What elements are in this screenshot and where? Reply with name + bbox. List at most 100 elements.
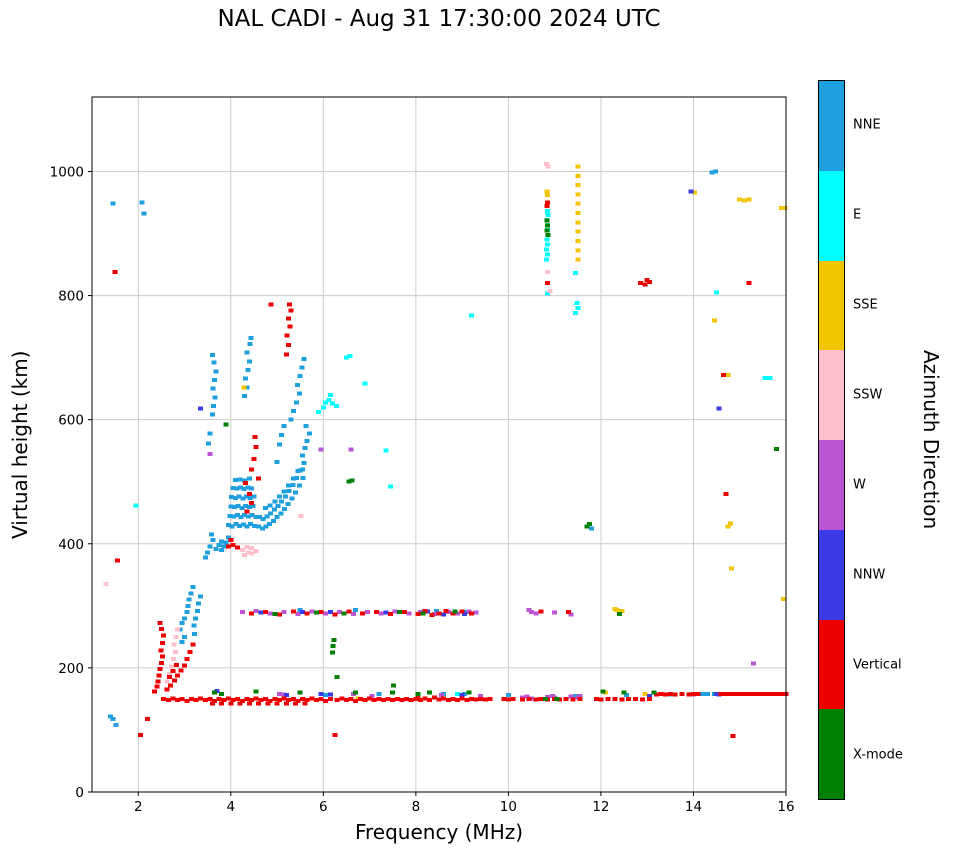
scatter-point-Vertical bbox=[626, 696, 632, 701]
scatter-point-NNE bbox=[249, 513, 255, 518]
scatter-point-NNE bbox=[113, 722, 119, 727]
scatter-point-E bbox=[767, 376, 773, 381]
scatter-point-NNE bbox=[210, 538, 216, 543]
scatter-point-X-mode bbox=[542, 696, 548, 701]
scatter-point-Vertical bbox=[175, 673, 181, 678]
scatter-point-Vertical bbox=[612, 696, 618, 701]
scatter-point-Vertical bbox=[286, 316, 292, 321]
scatter-point-NNE bbox=[212, 395, 218, 400]
scatter-point-W bbox=[267, 611, 273, 616]
scatter-point-NNW bbox=[283, 693, 289, 698]
scatter-point-NNE bbox=[108, 714, 114, 719]
scatter-point-Vertical bbox=[239, 698, 245, 703]
scatter-point-SSW bbox=[249, 551, 255, 556]
scatter-point-Vertical bbox=[667, 691, 673, 696]
scatter-point-NNE bbox=[275, 503, 281, 508]
scatter-point-Vertical bbox=[415, 611, 421, 616]
scatter-point-Vertical bbox=[642, 282, 648, 287]
scatter-point-NNE bbox=[271, 507, 277, 512]
scatter-point-Vertical bbox=[165, 698, 171, 703]
scatter-point-Vertical bbox=[422, 696, 428, 701]
scatter-point-NNE bbox=[623, 693, 629, 698]
scatter-point-Vertical bbox=[235, 696, 241, 701]
scatter-point-W bbox=[577, 693, 583, 698]
scatter-point-X-mode bbox=[331, 637, 337, 642]
y-tick-label: 200 bbox=[58, 661, 84, 677]
scatter-point-Vertical bbox=[182, 663, 188, 668]
scatter-point-E bbox=[545, 291, 551, 296]
scatter-point-Vertical bbox=[769, 691, 775, 696]
colorbar-segment-NNW bbox=[819, 529, 844, 620]
scatter-point-Vertical bbox=[415, 695, 421, 700]
scatter-point-NNE bbox=[270, 518, 276, 523]
scatter-point-Vertical bbox=[436, 697, 442, 702]
chart-title: NAL CADI - Aug 31 17:30:00 2024 UTC bbox=[217, 6, 661, 32]
y-tick-label: 800 bbox=[58, 289, 84, 305]
scatter-point-Vertical bbox=[721, 373, 727, 377]
scatter-point-E bbox=[762, 376, 768, 381]
scatter-point-NNW bbox=[327, 610, 333, 615]
scatter-point-NNE bbox=[279, 433, 285, 438]
scatter-point-NNE bbox=[194, 608, 200, 613]
scatter-point-X-mode bbox=[415, 691, 421, 696]
scatter-point-NNE bbox=[244, 494, 250, 499]
scatter-point-W bbox=[348, 447, 354, 452]
scatter-point-Vertical bbox=[276, 698, 282, 703]
scatter-point-Vertical bbox=[327, 696, 333, 701]
scatter-point-Vertical bbox=[249, 500, 255, 505]
scatter-point-NNE bbox=[300, 453, 306, 458]
scatter-point-NNW bbox=[647, 693, 653, 698]
scatter-point-Vertical bbox=[154, 684, 160, 689]
scatter-point-Vertical bbox=[544, 281, 550, 286]
colorbar-segment-NNE bbox=[819, 81, 844, 171]
scatter-point-NNE bbox=[186, 597, 192, 602]
scatter-point-Vertical bbox=[225, 544, 231, 549]
scatter-point-NNE bbox=[192, 631, 198, 636]
scatter-point-Vertical bbox=[219, 701, 225, 706]
scatter-point-Vertical bbox=[360, 611, 366, 616]
scatter-point-NNE bbox=[206, 441, 212, 446]
scatter-point-Vertical bbox=[295, 698, 301, 703]
scatter-point-Vertical bbox=[478, 696, 484, 701]
scatter-point-NNE bbox=[704, 691, 710, 696]
scatter-point-Vertical bbox=[727, 691, 733, 696]
scatter-point-W bbox=[295, 611, 301, 616]
scatter-point-X-mode bbox=[452, 609, 458, 614]
scatter-point-Vertical bbox=[302, 701, 308, 706]
scatter-point-NNE bbox=[251, 523, 257, 528]
scatter-point-SSW bbox=[242, 552, 248, 557]
scatter-point-E bbox=[544, 252, 550, 257]
scatter-point-Vertical bbox=[216, 696, 222, 701]
scatter-point-SSE bbox=[781, 597, 787, 602]
x-tick-label: 16 bbox=[777, 799, 794, 815]
scatter-point-Vertical bbox=[468, 696, 474, 701]
scatter-point-Vertical bbox=[164, 687, 170, 692]
scatter-point-Vertical bbox=[633, 696, 639, 701]
scatter-point-NNE bbox=[245, 485, 251, 490]
colorbar-segment-SSE bbox=[819, 260, 844, 351]
scatter-point-X-mode bbox=[544, 228, 550, 233]
scatter-point-NNE bbox=[294, 382, 300, 387]
scatter-point-NNE bbox=[297, 374, 303, 379]
scatter-point-X-mode bbox=[253, 689, 259, 694]
scatter-point-NNE bbox=[210, 386, 216, 391]
scatter-point-Vertical bbox=[644, 278, 650, 283]
scatter-point-NNE bbox=[232, 505, 238, 510]
scatter-point-NNW bbox=[327, 692, 333, 697]
scatter-point-X-mode bbox=[420, 611, 426, 616]
scatter-point-Vertical bbox=[730, 734, 736, 739]
scatter-point-Vertical bbox=[501, 696, 507, 701]
scatter-point-Vertical bbox=[723, 691, 729, 696]
scatter-point-NNE bbox=[245, 368, 251, 373]
scatter-point-SSW bbox=[164, 679, 170, 684]
scatter-point-Vertical bbox=[473, 697, 479, 702]
scatter-point-Vertical bbox=[417, 698, 423, 703]
scatter-point-X-mode bbox=[466, 690, 472, 695]
scatter-point-Vertical bbox=[346, 609, 352, 614]
scatter-point-Vertical bbox=[230, 698, 236, 703]
scatter-point-NNE bbox=[139, 200, 145, 205]
scatter-point-Vertical bbox=[399, 698, 405, 703]
scatter-point-Vertical bbox=[566, 610, 572, 615]
scatter-point-Vertical bbox=[243, 480, 249, 485]
